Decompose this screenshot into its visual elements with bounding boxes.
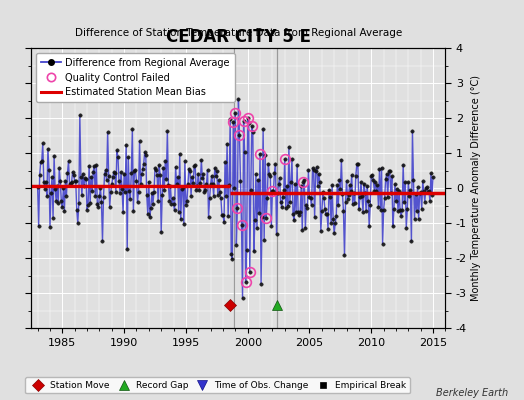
Text: Difference of Station Temperature Data from Regional Average: Difference of Station Temperature Data f… — [75, 28, 402, 38]
Text: Berkeley Earth: Berkeley Earth — [436, 388, 508, 398]
Y-axis label: Monthly Temperature Anomaly Difference (°C): Monthly Temperature Anomaly Difference (… — [471, 75, 481, 301]
Legend: Station Move, Record Gap, Time of Obs. Change, Empirical Break: Station Move, Record Gap, Time of Obs. C… — [26, 377, 409, 394]
Title: CEDAR CITY 5 E: CEDAR CITY 5 E — [166, 28, 311, 46]
Legend: Difference from Regional Average, Quality Control Failed, Estimated Station Mean: Difference from Regional Average, Qualit… — [36, 53, 235, 102]
